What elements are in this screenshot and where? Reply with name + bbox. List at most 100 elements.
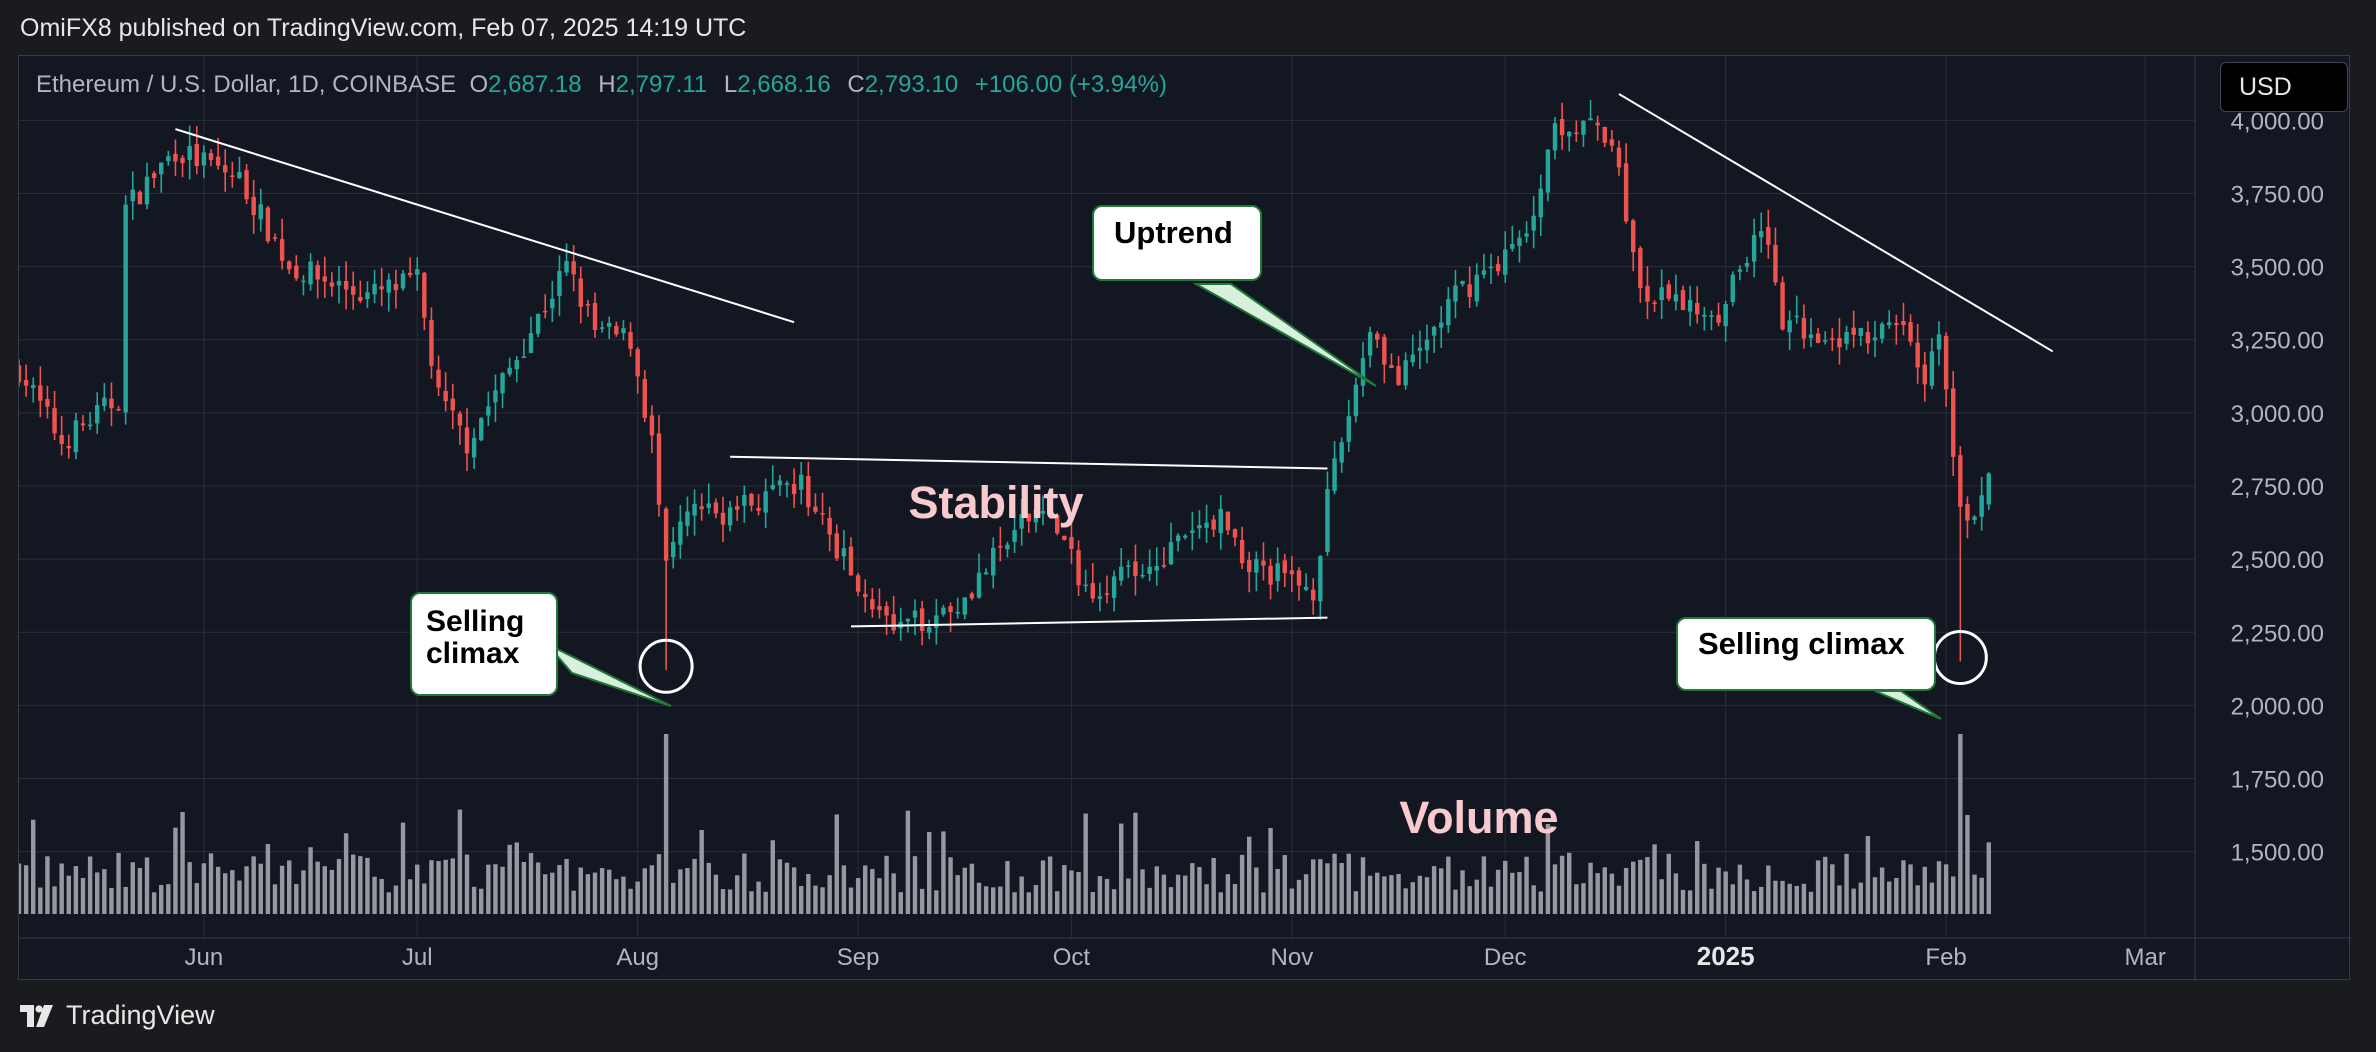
volume-label: Volume xyxy=(1399,792,1558,843)
volume-bar xyxy=(1503,860,1508,914)
volume-bar xyxy=(1296,879,1302,914)
symbol-name[interactable]: Ethereum / U.S. Dollar, 1D, COINBASE xyxy=(36,71,457,98)
volume-bar xyxy=(173,827,178,914)
candle-body xyxy=(1140,574,1145,577)
volume-bar xyxy=(1723,871,1728,914)
candle-body xyxy=(1175,535,1181,542)
volume-bar xyxy=(1318,859,1323,914)
candle-body xyxy=(1936,334,1942,350)
volume-bar xyxy=(1154,866,1159,914)
candle-body xyxy=(1282,560,1287,574)
currency-button[interactable]: USD xyxy=(2220,62,2348,112)
candle-body xyxy=(642,379,647,418)
published-by-text: OmiFX8 published on TradingView.com, Feb… xyxy=(20,14,747,42)
candle-body xyxy=(1047,509,1053,511)
volume-bar xyxy=(827,875,832,914)
trendline xyxy=(1618,93,2054,353)
volume-bar xyxy=(820,887,825,914)
candle-body xyxy=(713,502,719,514)
x-tick-label: Mar xyxy=(2125,944,2166,971)
volume-bar xyxy=(1467,886,1472,914)
volume-bar xyxy=(1211,857,1216,914)
volume-bar xyxy=(1844,853,1849,914)
volume-bar xyxy=(1346,853,1351,914)
candle-body xyxy=(848,546,854,576)
volume-bar xyxy=(1830,864,1835,914)
candle-body xyxy=(1972,516,1977,520)
volume-bar xyxy=(564,858,569,914)
candle-body xyxy=(187,146,192,160)
volume-bar xyxy=(1837,885,1842,914)
selling-climax-circle xyxy=(638,638,694,694)
candle-body xyxy=(123,204,128,413)
y-tick-label: 4,000.00 xyxy=(2231,108,2324,135)
candle-body xyxy=(813,506,818,512)
volume-bar xyxy=(713,874,719,914)
candle-body xyxy=(1396,366,1401,385)
volume-bar xyxy=(1367,875,1373,914)
candle-body xyxy=(1389,364,1394,369)
volume-bar xyxy=(393,885,399,914)
candle-body xyxy=(1289,570,1295,575)
volume-bar xyxy=(1083,813,1088,914)
chart-panel[interactable]: 4,000.00 3,750.00 3,500.00 3,250.00 3,000.00… xyxy=(18,55,2351,981)
candle-body xyxy=(1787,320,1792,333)
volume-bar xyxy=(187,862,192,914)
volume-bar xyxy=(1481,856,1487,914)
volume-bar xyxy=(991,887,996,914)
volume-bar xyxy=(1239,854,1245,914)
candle-body xyxy=(1190,530,1195,533)
volume-bar xyxy=(1353,891,1359,914)
volume-bar xyxy=(706,862,711,914)
candle-body xyxy=(806,476,811,508)
candle-body xyxy=(1197,525,1202,529)
volume-bar xyxy=(884,855,889,914)
volume-bar xyxy=(962,867,967,914)
candle-body xyxy=(1951,388,1956,457)
volume-bar xyxy=(692,858,697,914)
volume-bar xyxy=(1474,879,1479,914)
candle-body xyxy=(656,433,662,505)
x-tick-label: Oct xyxy=(1053,944,1091,971)
candle-body xyxy=(550,298,555,309)
candle-body xyxy=(1652,302,1657,304)
candle-body xyxy=(1872,337,1878,341)
uptrend-label: Uptrend xyxy=(1114,215,1233,250)
candle-body xyxy=(1225,511,1231,531)
candle-body xyxy=(1431,326,1437,336)
x-tick-label: Aug xyxy=(616,944,659,971)
volume-bar xyxy=(1908,864,1913,914)
symbol-info-bar: Ethereum / U.S. Dollar, 1D, COINBASE O2,… xyxy=(36,71,1177,99)
candle-body xyxy=(1709,315,1714,317)
candle-body xyxy=(315,265,320,280)
candle-body xyxy=(756,507,761,511)
candle-body xyxy=(507,367,512,375)
tradingview-logo[interactable]: TradingView xyxy=(20,1000,215,1031)
candle-body xyxy=(1040,511,1046,514)
volume-bar xyxy=(678,869,683,914)
candle-body xyxy=(799,474,804,490)
volume-bar xyxy=(379,879,384,914)
candle-body xyxy=(699,506,704,510)
price-chart[interactable]: 4,000.00 3,750.00 3,500.00 3,250.00 3,000.00… xyxy=(19,56,2351,981)
volume-bar xyxy=(1403,888,1408,914)
volume-bar xyxy=(656,854,662,914)
candle-body xyxy=(102,397,107,407)
volume-bar xyxy=(1488,886,1494,914)
candle-body xyxy=(578,278,583,307)
candle-body xyxy=(1424,339,1430,351)
candle-body xyxy=(1830,338,1835,340)
volume-bar xyxy=(372,876,377,914)
volume-bar xyxy=(1581,883,1586,914)
volume-bar xyxy=(784,862,790,914)
candle-body xyxy=(1702,314,1707,317)
volume-bar xyxy=(1609,873,1615,914)
volume-bar xyxy=(1922,866,1927,914)
candle-body xyxy=(1211,519,1216,530)
volume-bar xyxy=(855,878,861,914)
volume-bar xyxy=(1645,857,1650,914)
candle-body xyxy=(301,280,306,283)
volume-bar xyxy=(1062,865,1067,914)
volume-bar xyxy=(1247,836,1252,914)
volume-bar xyxy=(95,872,100,914)
